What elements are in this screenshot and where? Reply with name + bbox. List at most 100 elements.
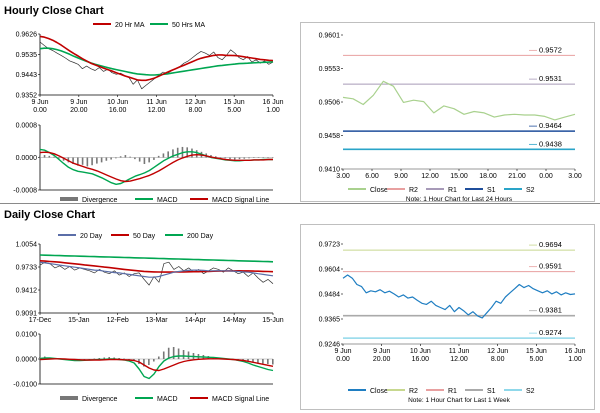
hourly-divergence-bar (115, 157, 117, 159)
daily-macd-y-tick-label: -0.0100 (13, 382, 37, 389)
hourly-pivot-y-tick-label: 0.9506 (319, 100, 341, 107)
daily-divergence-bar (187, 351, 190, 359)
hourly-macd-y-tick-label: 0.0008 (16, 123, 38, 130)
hourly-divergence-bar (138, 157, 141, 162)
daily-legend-200day-label: 200 Day (187, 233, 214, 240)
daily-divergence-bar (267, 359, 269, 364)
hourly-pivot-x-tick-label: 18.00 (479, 173, 497, 180)
hourly-price-y-tick-label: 0.9443 (16, 72, 38, 79)
daily-pivot-x-tick-label: 16 Jun 1.00 (564, 348, 585, 363)
daily-pivot-y-tick-label: 0.9723 (319, 242, 341, 249)
daily-divergence-bar (172, 347, 175, 359)
daily-divergence-bar (123, 358, 125, 359)
hourly-price-x-tick-label: 9 Jun 0.00 (31, 99, 48, 114)
daily-divergence-bar (148, 359, 150, 365)
daily-divergence-bar (262, 359, 264, 364)
hourly-price-x-tick-label: 15 Jun 5.00 (224, 99, 245, 114)
hourly-price-x-tick-label: 12 Jun 8.00 (185, 99, 206, 114)
daily-price-x-tick-label: 14-May (222, 317, 246, 324)
daily-divergence-bar (128, 359, 130, 360)
daily-divergence-bar (143, 359, 145, 367)
hourly-divergence-bar (214, 156, 217, 158)
daily-legend-macd-signal-label: MACD Signal Line (212, 396, 269, 403)
hourly-macd-y-tick-label: 0.0000 (16, 155, 38, 162)
hourly-price-y-tick-label: 0.9626 (16, 32, 38, 39)
hourly-legend-divergence-swatch (60, 197, 78, 201)
hourly-divergence-bar (72, 157, 74, 164)
daily-pivot-legend-r1-label: R1 (448, 388, 457, 395)
hourly-divergence-bar (191, 148, 193, 158)
daily-pivot-y-tick-label: 0.9484 (319, 292, 341, 299)
hourly-divergence-bar (86, 157, 89, 167)
hourly-pivot-x-tick-label: 6.00 (365, 173, 379, 180)
daily-divergence-bar (252, 359, 254, 363)
hourly-divergence-bar (53, 156, 55, 158)
daily-divergence-bar (133, 359, 135, 361)
daily-pivot-level-label-r1: 0.9591 (539, 262, 562, 271)
hourly-divergence-bar (257, 157, 260, 158)
daily-price-x-tick-label: 12-Feb (107, 317, 129, 324)
daily-pivot-x-tick-label: 9 Jun 0.00 (334, 348, 351, 363)
daily-pivot-legend-close-label: Close (370, 388, 388, 395)
daily-20day-line (39, 261, 274, 278)
daily-price-y-tick-label: 0.9091 (16, 311, 38, 318)
hourly-divergence-bar (110, 157, 112, 160)
hourly-price-y-tick-label: 0.9352 (16, 93, 38, 100)
hourly-pivot-note: Note: 1 Hour Chart for Last 24 Hours (406, 196, 513, 203)
daily-divergence-bar (247, 359, 249, 362)
hourly-price-line (39, 41, 274, 90)
daily-price-x-tick-label: 13-Mar (145, 317, 168, 324)
daily-pivot-x-tick-label: 9 Jun 20.00 (373, 348, 391, 363)
hourly-pivot-legend-r1-label: R1 (448, 187, 457, 194)
daily-macd-y-tick-label: 0.0000 (16, 357, 38, 364)
hourly-divergence-bar (176, 147, 179, 158)
hourly-divergence-bar (91, 157, 93, 166)
hourly-pivot-legend-s2-label: S2 (526, 187, 535, 194)
daily-price-y-tick-label: 0.9733 (16, 265, 38, 272)
daily-pivot-level-label-s2: 0.9274 (539, 328, 562, 337)
hourly-divergence-bar (43, 155, 46, 158)
hourly-pivot-legend-r2-label: R2 (409, 187, 418, 194)
hourly-pivot-legend-close-label: Close (370, 187, 388, 194)
hourly-divergence-bar (39, 155, 41, 158)
hourly-pivot-x-tick-label: 9.00 (394, 173, 408, 180)
daily-divergence-bar (182, 350, 185, 359)
daily-divergence-bar (93, 358, 96, 359)
daily-divergence-bar (98, 358, 101, 359)
hourly-price-x-tick-label: 16 Jun 1.00 (262, 99, 283, 114)
daily-pivot-y-tick-label: 0.9365 (319, 317, 341, 324)
daily-legend-divergence-label: Divergence (82, 396, 118, 403)
hourly-divergence-bar (238, 157, 241, 160)
daily-divergence-bar (242, 359, 244, 361)
hourly-20hr-ma-line (39, 35, 274, 82)
hourly-pivot-x-tick-label: 15.00 (450, 173, 468, 180)
hourly-divergence-bar (58, 157, 60, 159)
daily-pivot-panel (300, 224, 595, 410)
daily-divergence-bar (103, 357, 106, 359)
daily-price-line (39, 261, 274, 286)
daily-divergence-bar (118, 358, 120, 359)
hourly-divergence-bar (129, 156, 131, 158)
hourly-divergence-bar (100, 157, 103, 163)
daily-price-y-tick-label: 1.0054 (16, 242, 38, 249)
daily-divergence-bar (108, 357, 111, 359)
hourly-macd-line (39, 148, 273, 186)
hourly-divergence-bar (219, 157, 222, 158)
hourly-pivot-y-tick-label: 0.9601 (319, 33, 341, 40)
hourly-pivot-x-tick-label: 3.00 (568, 173, 582, 180)
hourly-pivot-legend-s1-label: S1 (487, 187, 496, 194)
hourly-pivot-panel (300, 22, 595, 202)
daily-divergence-bar (167, 347, 170, 359)
hourly-divergence-bar (162, 153, 165, 158)
hourly-divergence-bar (148, 157, 150, 163)
hourly-divergence-bar (48, 155, 51, 158)
hourly-macd-signal-line (39, 151, 273, 183)
daily-legend-divergence-swatch (60, 396, 78, 400)
daily-legend-20day-label: 20 Day (80, 233, 103, 240)
hourly-divergence-bar (248, 157, 250, 159)
hourly-price-x-tick-label: 11 Jun 12.00 (146, 99, 167, 114)
section-divider (0, 203, 600, 204)
daily-price-x-tick-label: 14-Apr (185, 317, 207, 324)
hourly-legend-macd-signal-label: MACD Signal Line (212, 197, 269, 204)
hourly-pivot-level-label-s1: 0.9464 (539, 121, 562, 130)
